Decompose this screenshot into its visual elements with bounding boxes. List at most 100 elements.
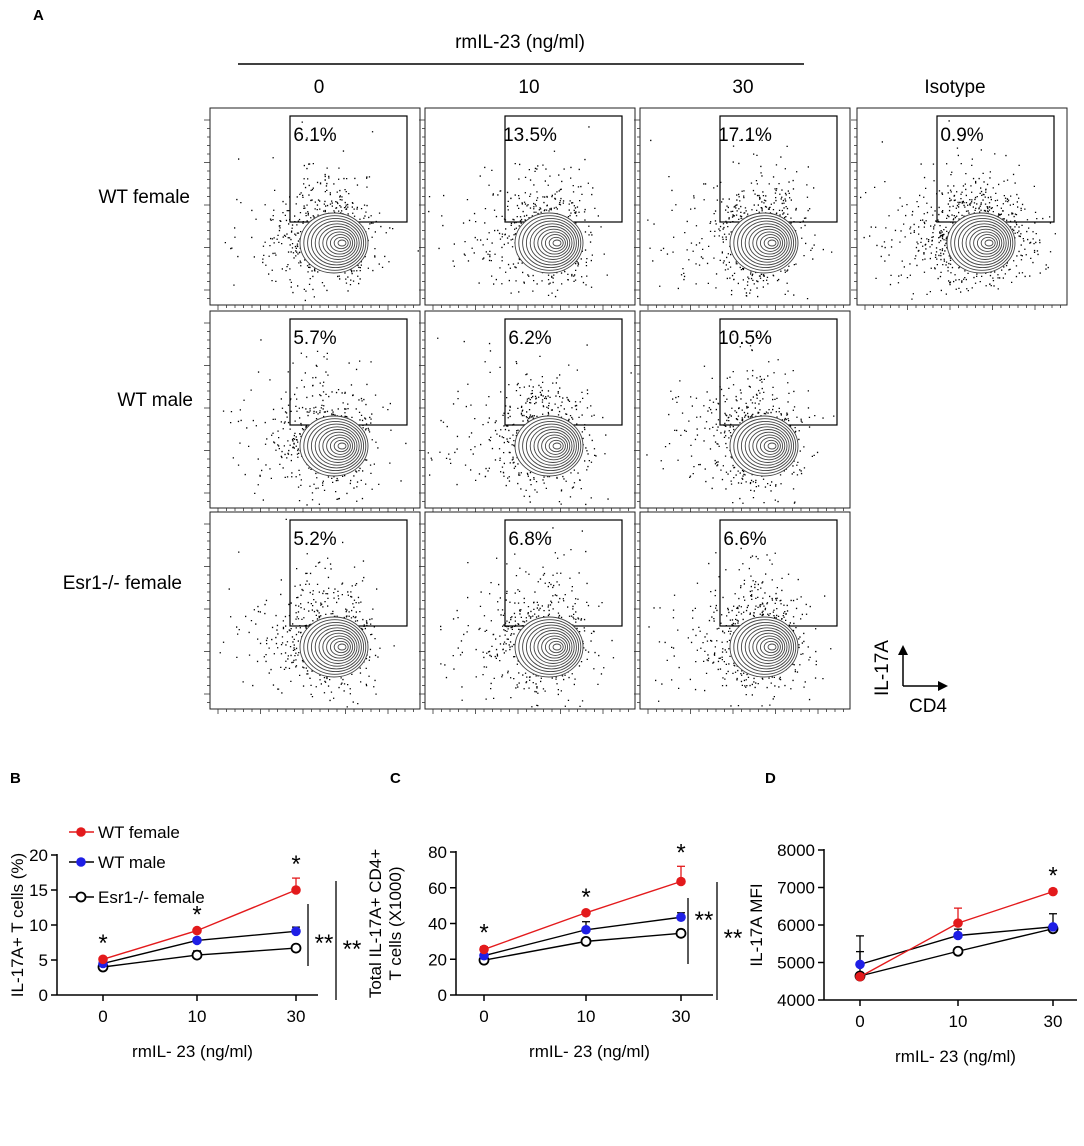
series-esr1-female	[97, 942, 302, 973]
flow-gate-percentage: 6.2%	[508, 328, 551, 349]
flow-plot-frame	[424, 107, 636, 306]
y-tick-label: 5	[39, 951, 48, 970]
flow-contour	[307, 217, 365, 269]
flow-contour	[337, 643, 347, 651]
flow-contour	[740, 220, 792, 266]
flow-contour	[544, 437, 566, 455]
flow-contour	[552, 442, 562, 450]
flow-contour	[318, 226, 358, 260]
series-wt-male	[479, 912, 686, 961]
flow-contour	[950, 215, 1014, 271]
flow-plot: 6.8%	[419, 511, 636, 714]
x-tick-label: 10	[188, 1007, 207, 1026]
flow-header: rmIL-23 (ng/ml)	[455, 32, 585, 53]
flow-contour	[307, 420, 365, 472]
flow-contour	[329, 437, 351, 455]
flow-contour	[737, 621, 795, 673]
flow-contour	[744, 426, 790, 466]
flow-contour	[976, 234, 998, 252]
x-tick-label: 30	[287, 1007, 306, 1026]
flow-contour	[314, 627, 360, 667]
flow-gate-percentage: 0.9%	[940, 125, 983, 146]
x-tick-label: 10	[577, 1007, 596, 1026]
series-wt-female	[855, 886, 1058, 982]
chart-c: 0 20 40 60 80 0 10 30 rmIL- 23 (ng/ml) Total IL-1…	[366, 839, 742, 1061]
flow-axis-legend: IL-17A CD4	[872, 640, 948, 717]
y-tick-label: 8000	[777, 841, 815, 860]
flow-contour	[548, 439, 564, 453]
y-tick-label: 10	[29, 916, 48, 935]
x-tick-label: 0	[855, 1012, 864, 1031]
flow-contour	[303, 215, 367, 271]
flow-plot-frame	[209, 511, 421, 710]
flow-contour	[518, 418, 582, 474]
flow-contour	[333, 439, 349, 453]
flow-contour	[326, 635, 354, 659]
legend-item: WT female	[69, 823, 180, 842]
series-wt-female	[479, 865, 686, 955]
significance-star: *	[192, 902, 201, 929]
flow-contour	[552, 239, 562, 247]
flow-contour	[744, 627, 790, 667]
flow-contour	[957, 220, 1009, 266]
flow-contour	[767, 442, 777, 450]
x-tick-label: 0	[98, 1007, 107, 1026]
legend-marker	[75, 891, 87, 903]
x-tick-label: 0	[479, 1007, 488, 1026]
x-tick-label: 30	[672, 1007, 691, 1026]
flow-contour	[969, 228, 1003, 258]
flow-gate-percentage: 6.6%	[723, 529, 766, 550]
data-point	[192, 935, 202, 946]
legend-label: WT female	[98, 823, 180, 842]
data-point	[675, 927, 687, 939]
flow-contour	[522, 621, 580, 673]
flow-contour	[326, 231, 354, 255]
flow-contour	[518, 215, 582, 271]
y-tick-label: 7000	[777, 879, 815, 898]
flow-plot: 6.6%	[634, 511, 851, 714]
legend: WT female WT male Esr1-/- female	[69, 823, 205, 907]
flow-contour	[544, 638, 566, 656]
bracket-label: **	[315, 930, 334, 957]
y-tick-label: 5000	[777, 954, 815, 973]
data-point	[291, 885, 301, 895]
data-point	[580, 935, 592, 947]
flow-gate-percentage: 6.8%	[508, 529, 551, 550]
flow-contour	[537, 431, 571, 461]
y-tick-label: 0	[438, 986, 447, 1005]
flow-contour	[533, 630, 573, 664]
flow-contour	[759, 638, 781, 656]
legend-item: Esr1-/- female	[69, 888, 205, 907]
legend-label: Esr1-/- female	[98, 888, 205, 907]
data-point	[676, 876, 686, 887]
flow-contour	[322, 228, 356, 258]
data-point	[581, 924, 591, 935]
flow-gate-percentage: 17.1%	[718, 125, 772, 146]
flow-contour	[525, 624, 577, 670]
flow-contour	[533, 226, 573, 260]
flow-contour	[537, 632, 571, 662]
flow-contour	[307, 621, 365, 673]
data-point	[1048, 886, 1058, 897]
flow-contour	[756, 635, 784, 659]
data-point	[952, 945, 964, 957]
flow-contour	[954, 217, 1012, 269]
flow-gate-percentage: 5.7%	[293, 328, 336, 349]
y-axis-label: IL-17A MFI	[747, 883, 766, 966]
flow-plot: 17.1%	[634, 107, 851, 310]
chart-b: 0 5 10 15 20 0 10 30 rmIL- 23 (ng/ml) IL-17A+ T c…	[8, 823, 361, 1061]
flow-contour	[763, 236, 779, 250]
flow-plot: 0.9%	[851, 107, 1068, 310]
flow-contour	[310, 624, 362, 670]
flow-contour	[303, 418, 367, 474]
legend-item: WT male	[69, 853, 166, 872]
flow-contour	[329, 638, 351, 656]
flow-row-labels: WT female WT male Esr1-/- female	[63, 187, 193, 594]
data-point	[855, 971, 865, 982]
series-wt-female	[98, 877, 301, 965]
bracket-label: **	[724, 925, 743, 952]
legend-marker	[76, 827, 86, 837]
flow-plot-frame	[856, 107, 1068, 306]
significance-star: *	[1048, 862, 1057, 889]
data-point	[1048, 922, 1058, 932]
